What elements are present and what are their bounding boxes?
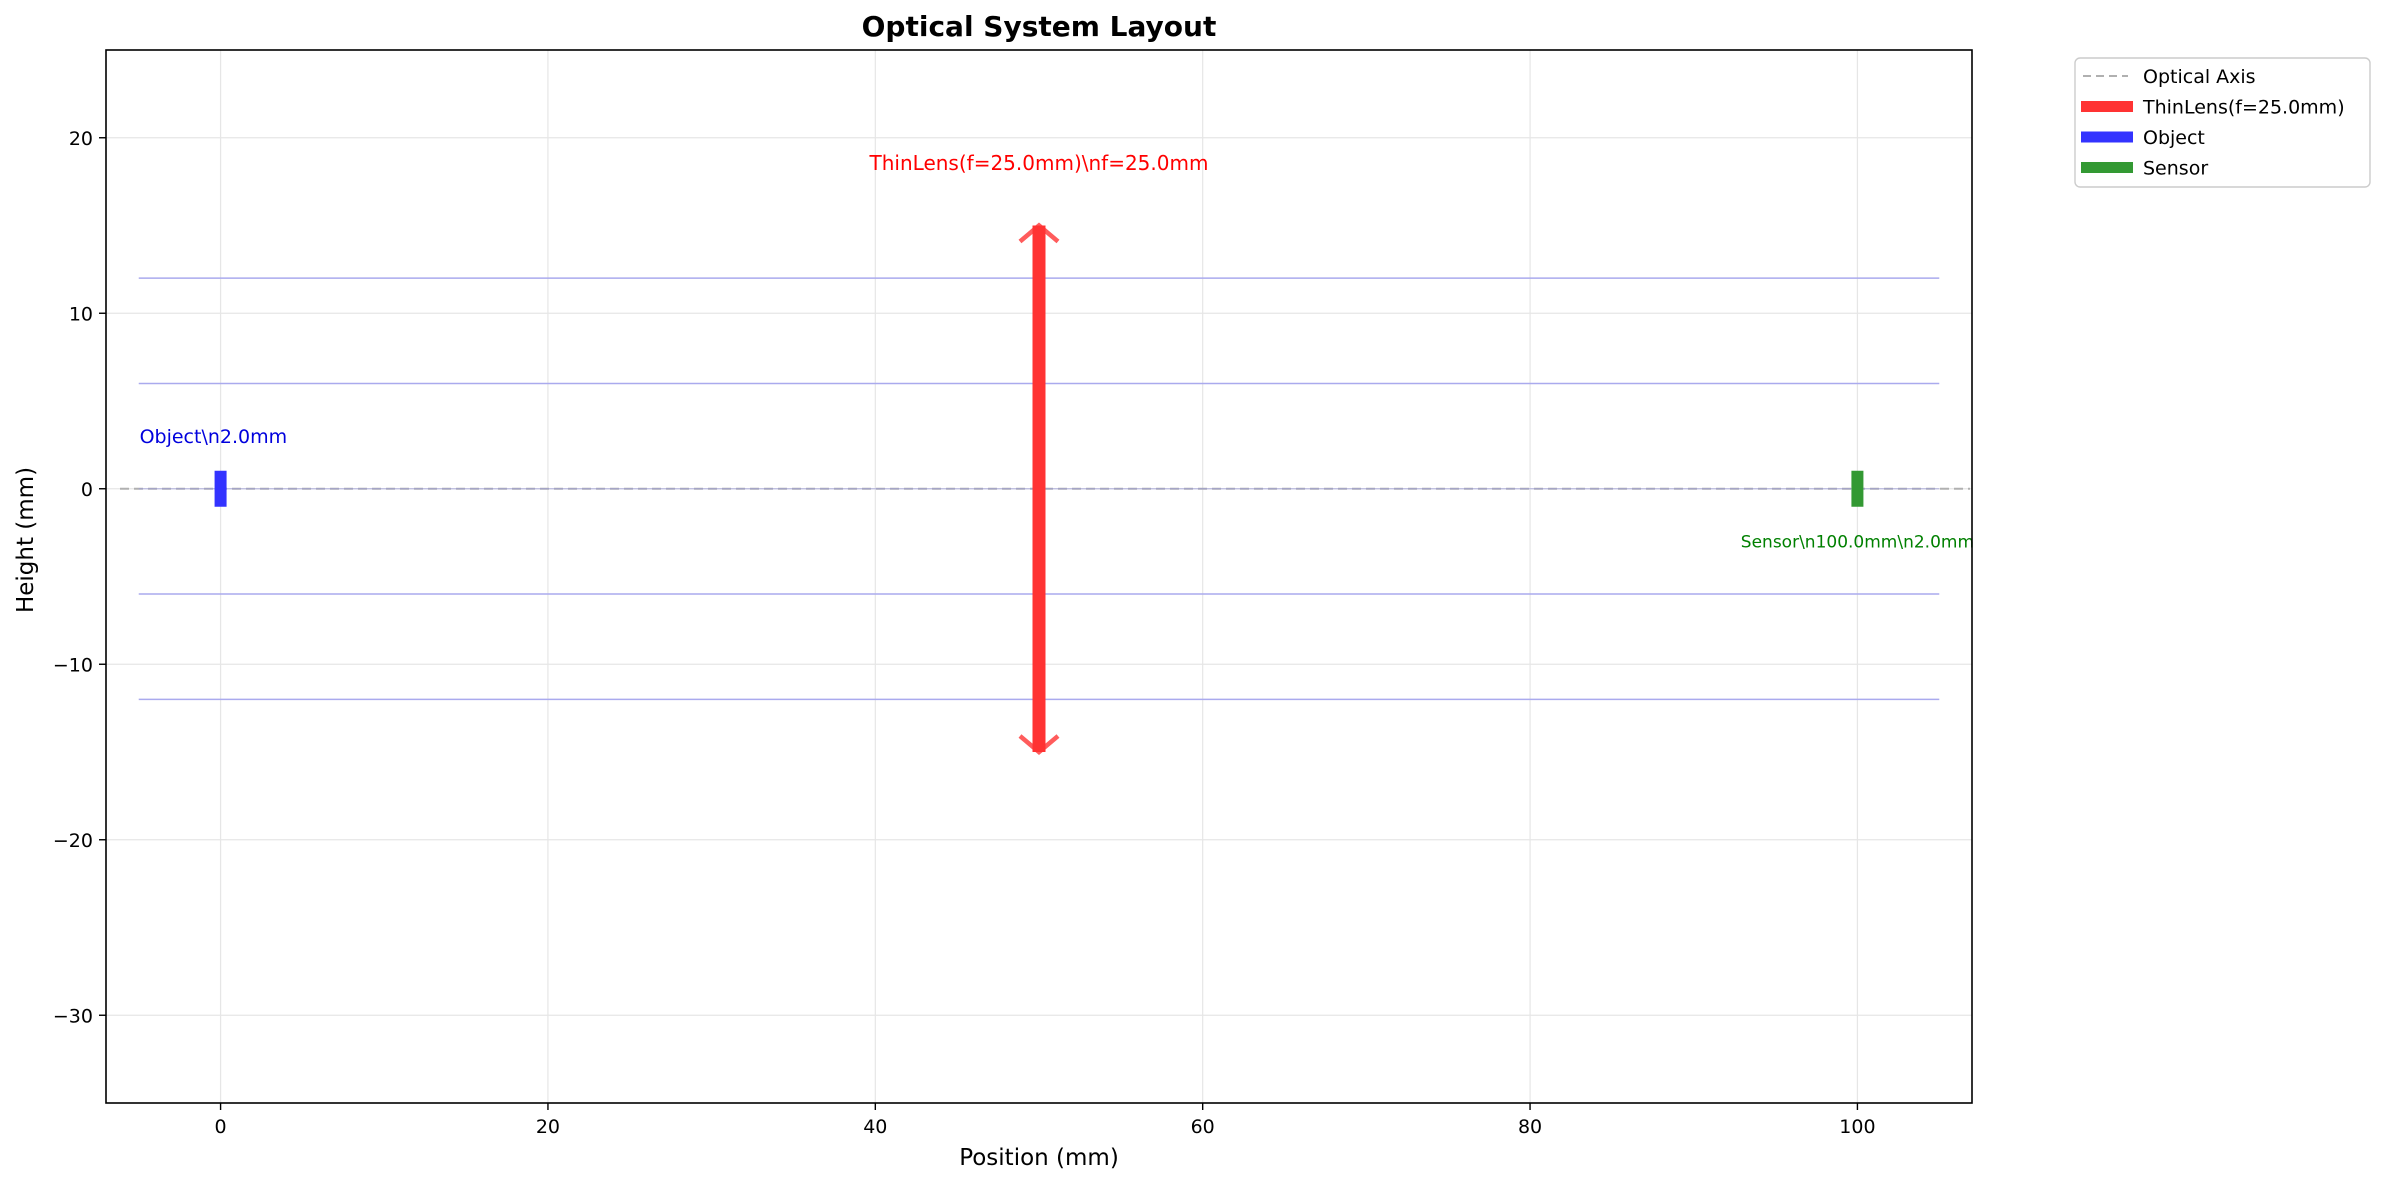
y-tick-label: −20 [53,830,93,852]
legend-box [2074,57,2371,188]
legend-label: Object [2143,127,2205,149]
y-tick-label: −30 [53,1005,93,1027]
x-tick-label: 80 [1518,1116,1542,1138]
legend: Optical Axis ThinLens(f=25.0mm) Object Sens… [2074,57,2371,188]
legend-label: Optical Axis [2143,66,2256,88]
lens-top-arrow [1018,222,1060,244]
object-annotation: Object\n2.0mm [140,426,288,448]
chart-title: Optical System Layout [862,10,1217,43]
sensor-annotation: Sensor\n100.0mm\n2.0mm [1741,532,1974,552]
plot-frame [105,49,1973,1104]
legend-label: ThinLens(f=25.0mm) [2142,97,2345,119]
legend-label: Sensor [2143,158,2208,180]
x-tick-label: 60 [1191,1116,1215,1138]
y-tick-label: −10 [53,654,93,676]
x-tick-label: 100 [1839,1116,1875,1138]
lens-annotation: ThinLens(f=25.0mm)\nf=25.0mm [869,151,1209,175]
y-tick-label: 10 [69,303,93,325]
x-tick-label: 40 [863,1116,887,1138]
y-axis-label: Height (mm) [13,467,39,613]
annotations: ThinLens(f=25.0mm)\nf=25.0mm Object\n2.0m… [140,151,1974,552]
components [214,222,1864,755]
y-tick-label: 0 [81,479,93,501]
x-axis-label: Position (mm) [959,1145,1119,1171]
x-tick-label: 0 [215,1116,227,1138]
y-tick-label: 20 [69,128,93,150]
lens-bottom-arrow [1018,734,1060,755]
x-tick-label: 20 [536,1116,560,1138]
